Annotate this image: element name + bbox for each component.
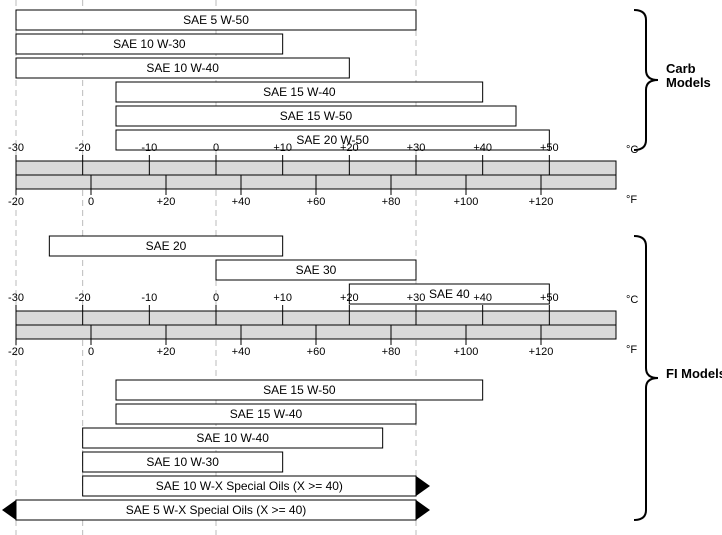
tick-label-f: 0: [88, 346, 94, 358]
tick-label-c: -20: [75, 292, 91, 304]
tick-label-f: +120: [529, 346, 554, 358]
oil-range-label: SAE 15 W-40: [230, 407, 303, 421]
tick-label-c: -20: [75, 142, 91, 154]
tick-label-c: -10: [141, 142, 157, 154]
tick-label-f: +20: [157, 346, 176, 358]
category-label: FI Models: [666, 366, 722, 381]
oil-range-label: SAE 5 W-X Special Oils (X >= 40): [126, 503, 307, 517]
tick-label-c: +50: [540, 292, 559, 304]
tick-label-c: 0: [213, 292, 219, 304]
oil-range-label: SAE 30: [296, 263, 337, 277]
tick-label-f: +60: [307, 346, 326, 358]
oil-range-label: SAE 20: [146, 239, 187, 253]
tick-label-f: 0: [88, 196, 94, 208]
arrow-left-icon: [2, 500, 16, 520]
oil-range-label: SAE 10 W-30: [146, 455, 219, 469]
tick-label-c: -10: [141, 292, 157, 304]
oil-range-label: SAE 10 W-40: [196, 431, 269, 445]
tick-label-c: -30: [8, 292, 24, 304]
unit-f: °F: [626, 194, 637, 206]
tick-label-f: +20: [157, 196, 176, 208]
oil-range-label: SAE 15 W-50: [280, 109, 353, 123]
oil-range-label: SAE 10 W-X Special Oils (X >= 40): [156, 479, 343, 493]
arrow-right-icon: [416, 476, 430, 496]
tick-label-f: -20: [8, 346, 24, 358]
unit-c: °C: [626, 294, 638, 306]
tick-label-c: +20: [340, 142, 359, 154]
oil-range-label: SAE 5 W-50: [183, 13, 249, 27]
tick-label-c: +20: [340, 292, 359, 304]
tick-label-c: +30: [407, 292, 426, 304]
tick-label-f: +100: [454, 196, 479, 208]
unit-f: °F: [626, 344, 637, 356]
category-label: Carb: [666, 61, 696, 76]
tick-label-f: -20: [8, 196, 24, 208]
tick-label-c: -30: [8, 142, 24, 154]
tick-label-f: +40: [232, 196, 251, 208]
tick-label-c: 0: [213, 142, 219, 154]
tick-label-c: +40: [473, 292, 492, 304]
oil-range-label: SAE 15 W-40: [263, 85, 336, 99]
tick-label-c: +30: [407, 142, 426, 154]
tick-label-f: +60: [307, 196, 326, 208]
tick-label-c: +10: [273, 142, 292, 154]
oil-range-label: SAE 15 W-50: [263, 383, 336, 397]
arrow-right-icon: [416, 500, 430, 520]
oil-range-label: SAE 40: [429, 287, 470, 301]
category-label: Models: [666, 75, 711, 90]
oil-viscosity-chart: SAE 5 W-50 SAE 10 W-30 SAE 10 W-40 SAE 15 W…: [0, 0, 722, 535]
tick-label-f: +80: [382, 196, 401, 208]
brace-icon: [634, 236, 658, 520]
axis-band-c: [16, 311, 616, 325]
tick-label-c: +40: [473, 142, 492, 154]
tick-label-f: +40: [232, 346, 251, 358]
tick-label-c: +10: [273, 292, 292, 304]
oil-range-label: SAE 10 W-40: [146, 61, 219, 75]
tick-label-c: +50: [540, 142, 559, 154]
axis-band-c: [16, 161, 616, 175]
brace-icon: [634, 10, 658, 150]
tick-label-f: +80: [382, 346, 401, 358]
tick-label-f: +100: [454, 346, 479, 358]
oil-range-label: SAE 10 W-30: [113, 37, 186, 51]
tick-label-f: +120: [529, 196, 554, 208]
